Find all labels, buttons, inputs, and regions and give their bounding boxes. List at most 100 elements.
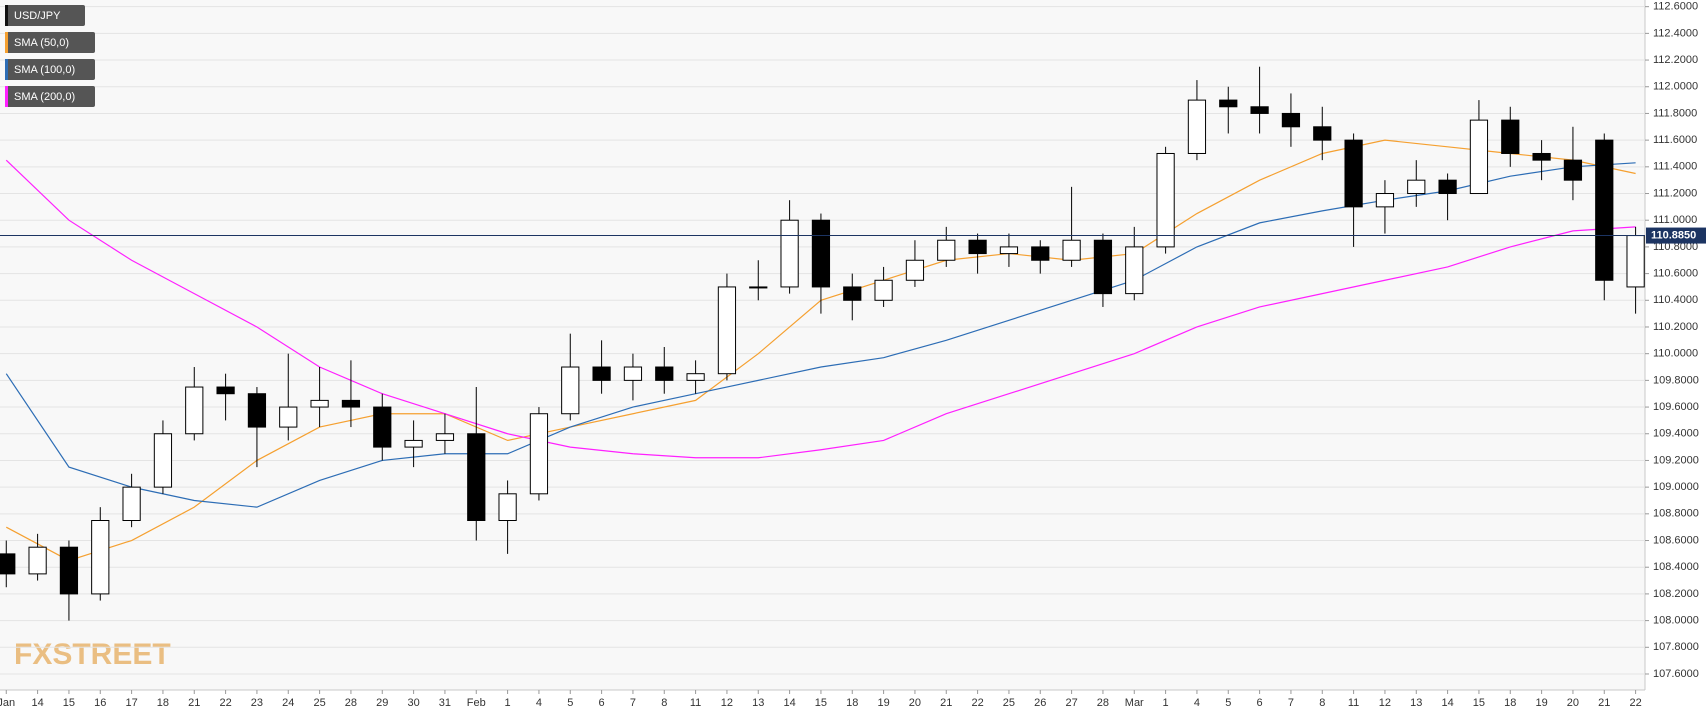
x-tick-label: 1 xyxy=(1163,697,1169,709)
x-tick-label: 22 xyxy=(971,697,983,709)
x-tick-label: 1 xyxy=(505,697,511,709)
candle-body xyxy=(467,433,486,522)
x-tick-label: 20 xyxy=(1567,697,1579,709)
candle-body xyxy=(1281,112,1301,128)
x-tick-label: 20 xyxy=(909,697,921,709)
candle-body xyxy=(968,239,987,255)
x-tick-label: 23 xyxy=(251,697,263,709)
x-tick-label: 25 xyxy=(1003,697,1015,709)
candle-body xyxy=(811,219,831,288)
x-tick-label: 13 xyxy=(1410,697,1422,709)
candle-body xyxy=(1219,99,1238,108)
candle-body xyxy=(655,366,674,381)
y-tick-label: 108.8000 xyxy=(1653,508,1699,520)
x-tick-label: 15 xyxy=(1473,697,1485,709)
x-tick-label: 12 xyxy=(721,697,733,709)
y-tick-label: 110.6000 xyxy=(1653,268,1698,280)
candle-body xyxy=(1626,235,1645,288)
candle-body xyxy=(1031,246,1050,261)
y-tick-label: 111.6000 xyxy=(1653,134,1697,146)
y-tick-label: 111.8000 xyxy=(1653,107,1697,119)
legend-swatch xyxy=(5,86,8,107)
x-tick-label: 28 xyxy=(1097,697,1109,709)
candle-body xyxy=(216,386,235,395)
candle-body xyxy=(435,433,455,441)
candle-body xyxy=(749,286,768,289)
legend-label: SMA (200,0) xyxy=(14,91,75,103)
x-tick-label: Feb xyxy=(467,697,486,709)
candle-body xyxy=(341,399,361,408)
x-tick-label: 11 xyxy=(1348,697,1359,709)
candle-body xyxy=(592,366,611,381)
y-tick-label: 110.2000 xyxy=(1653,321,1698,333)
candle-body xyxy=(717,286,737,375)
y-tick-label: 111.2000 xyxy=(1653,187,1697,199)
y-tick-label: 108.0000 xyxy=(1653,615,1699,627)
candle-body xyxy=(1125,246,1144,295)
x-tick-label: 4 xyxy=(536,697,542,709)
legend-box xyxy=(5,86,95,107)
y-tick-label: 109.8000 xyxy=(1653,374,1699,386)
legend-swatch xyxy=(5,59,8,80)
y-tick-label: 109.4000 xyxy=(1653,428,1699,440)
candle-body xyxy=(1375,193,1395,208)
x-tick-label: 7 xyxy=(1288,697,1294,709)
candle-body xyxy=(279,406,298,428)
candle-body xyxy=(153,433,173,488)
candle-body xyxy=(0,553,16,575)
candle-body xyxy=(843,286,862,301)
candle-body xyxy=(373,406,392,448)
legend-swatch xyxy=(5,32,8,53)
legend-box xyxy=(5,59,95,80)
y-tick-label: 108.6000 xyxy=(1653,534,1699,546)
x-tick-label: 28 xyxy=(345,697,357,709)
candle-body xyxy=(1250,106,1269,114)
candle-body xyxy=(937,239,956,261)
x-tick-label: 18 xyxy=(846,697,858,709)
x-tick-label: 22 xyxy=(219,697,231,709)
candle-body xyxy=(686,373,705,381)
y-tick-label: 111.0000 xyxy=(1653,214,1697,226)
candle-body xyxy=(28,546,47,575)
x-tick-label: 14 xyxy=(1441,697,1453,709)
y-tick-label: 111.4000 xyxy=(1653,161,1697,173)
candle-body xyxy=(1501,119,1520,154)
x-tick-label: 31 xyxy=(439,697,451,709)
candle-body xyxy=(1532,152,1551,161)
y-tick-label: 107.6000 xyxy=(1653,668,1699,680)
candle-body xyxy=(185,386,204,435)
y-tick-label: 108.2000 xyxy=(1653,588,1699,600)
candle-body xyxy=(874,279,893,301)
sma-line xyxy=(5,162,1636,508)
x-tick-label: 15 xyxy=(63,697,75,709)
x-tick-label: 27 xyxy=(1065,697,1077,709)
x-tick-label: 29 xyxy=(376,697,388,709)
candle-body xyxy=(1469,119,1489,195)
candle-body xyxy=(1438,179,1457,195)
x-tick-label: 25 xyxy=(313,697,325,709)
x-tick-label: 7 xyxy=(630,697,636,709)
x-tick-label: 6 xyxy=(599,697,605,709)
x-tick-label: 30 xyxy=(407,697,419,709)
x-tick-label: 19 xyxy=(1535,697,1547,709)
x-tick-label: 21 xyxy=(940,697,952,709)
candle-body xyxy=(1156,152,1175,248)
x-tick-label: 5 xyxy=(567,697,573,709)
watermark: FXSTREET xyxy=(14,638,171,671)
y-tick-label: 110.4000 xyxy=(1653,294,1698,306)
legend-box xyxy=(5,5,85,26)
y-tick-label: 110.8000 xyxy=(1653,241,1698,253)
y-tick-label: 112.0000 xyxy=(1653,81,1698,93)
candle-body xyxy=(59,546,79,595)
candle-body xyxy=(623,366,643,381)
legend-label: SMA (50,0) xyxy=(14,37,69,49)
candle-body xyxy=(247,393,267,428)
y-tick-label: 109.0000 xyxy=(1653,481,1699,493)
x-tick-label: 8 xyxy=(661,697,667,709)
x-tick-label: Jan xyxy=(0,697,15,709)
last-price-label: 110.8850 xyxy=(1651,229,1696,241)
candle-body xyxy=(122,486,141,522)
candle-body xyxy=(780,219,799,288)
x-tick-label: 15 xyxy=(815,697,827,709)
